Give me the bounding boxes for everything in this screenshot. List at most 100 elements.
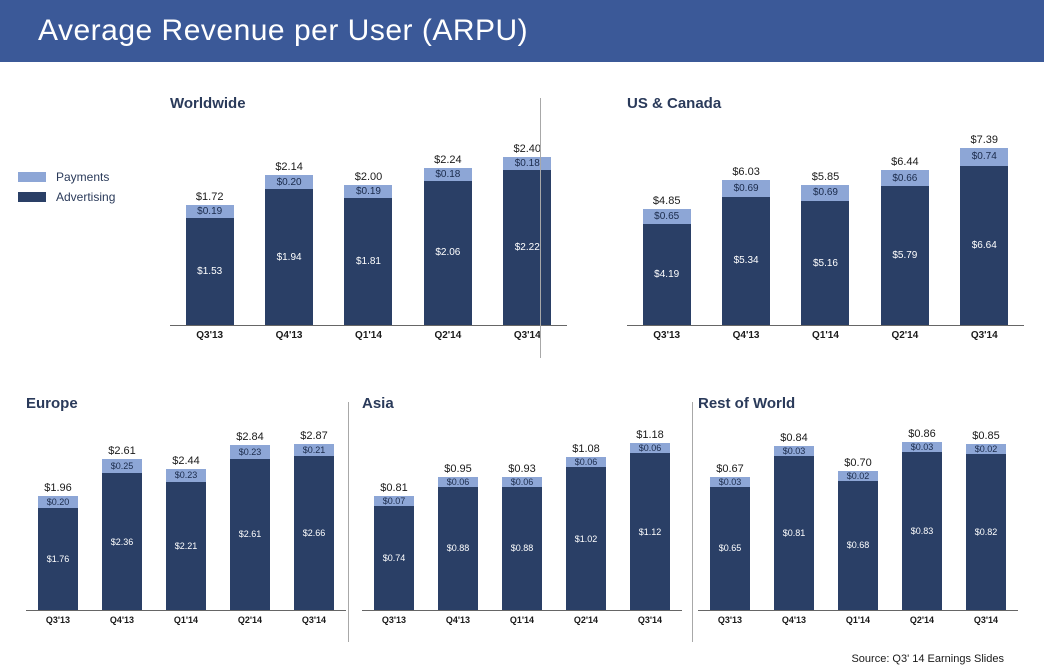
segment-advertising: $2.06: [424, 181, 472, 325]
total-label: $7.39: [970, 134, 998, 146]
chart-title-asia: Asia: [362, 395, 682, 412]
segment-advertising: $0.81: [774, 456, 814, 610]
segment-advertising: $1.12: [630, 453, 670, 610]
bar-europe-2: $2.44 $0.23$2.21: [166, 455, 206, 611]
x-axis-label: Q3'13: [186, 330, 234, 341]
total-label: $0.93: [508, 463, 536, 475]
segment-payments: $0.06: [630, 443, 670, 453]
bar-us_canada-3: $6.44$0.66$5.79: [881, 156, 929, 325]
segment-advertising: $1.02: [566, 467, 606, 610]
segment-advertising: $1.53: [186, 218, 234, 325]
segment-advertising: $5.16: [801, 201, 849, 325]
chart-area-asia: $0.81$0.07$0.74$0.95$0.06$0.88$0.93$0.06…: [362, 416, 682, 611]
bar-worldwide-1: $2.14$0.20$1.94: [265, 161, 313, 325]
x-axis-label: Q3'14: [966, 615, 1006, 625]
segment-payments: $0.65: [643, 209, 691, 225]
bar-asia-4: $1.18 $0.06$1.12: [630, 429, 670, 610]
segment-advertising: $4.19: [643, 224, 691, 325]
x-axis-label: Q1'14: [801, 330, 849, 341]
segment-advertising: $1.81: [344, 198, 392, 325]
bar-us_canada-4: $7.39$0.74$6.64: [960, 134, 1008, 325]
total-label: $0.81: [380, 482, 408, 494]
separator-vertical: [692, 402, 693, 642]
x-axis-label: Q3'13: [643, 330, 691, 341]
bar-europe-1: $2.61$0.25$2.36: [102, 445, 142, 610]
chart-area-us_canada: $4.85$0.65$4.19$6.03$0.69$5.34$5.85$0.69…: [627, 116, 1024, 326]
segment-advertising: $2.21: [166, 482, 206, 610]
segment-payments: $0.03: [902, 442, 942, 452]
x-axis-label: Q4'13: [438, 615, 478, 625]
segment-payments: $0.20: [265, 175, 313, 189]
bar-row-2: $0.70$0.02$0.68: [838, 457, 878, 610]
bar-row-0: $0.67$0.03$0.65: [710, 463, 750, 611]
segment-payments: $0.06: [502, 477, 542, 487]
segment-payments: $0.19: [186, 205, 234, 218]
segment-advertising: $0.65: [710, 487, 750, 611]
segment-payments: $0.03: [774, 446, 814, 456]
total-label: $2.44: [172, 455, 200, 467]
segment-payments: $0.18: [503, 157, 551, 170]
chart-title-us_canada: US & Canada: [627, 95, 1024, 112]
x-axis-label: Q2'14: [424, 330, 472, 341]
bar-europe-4: $2.87$0.21$2.66: [294, 430, 334, 610]
bar-us_canada-2: $5.85 $0.69$5.16: [801, 171, 849, 325]
bar-worldwide-4: $2.40$0.18$2.22: [503, 143, 551, 325]
x-axis-label: Q2'14: [881, 330, 929, 341]
x-axis-label: Q2'14: [230, 615, 270, 625]
total-label: $5.85: [812, 171, 840, 183]
x-axis-label: Q4'13: [102, 615, 142, 625]
segment-advertising: $0.83: [902, 452, 942, 610]
total-label: $0.85: [972, 430, 1000, 442]
segment-advertising: $5.79: [881, 186, 929, 325]
legend-swatch-advertising: [18, 192, 46, 202]
total-label: $6.03: [732, 166, 760, 178]
x-axis-label: Q3'14: [503, 330, 551, 341]
segment-advertising: $2.22: [503, 170, 551, 325]
x-axis-label: Q1'14: [344, 330, 392, 341]
segment-payments: $0.02: [966, 444, 1006, 454]
total-label: $1.18: [636, 429, 664, 441]
chart-area-row: $0.67$0.03$0.65$0.84$0.03$0.81$0.70$0.02…: [698, 416, 1018, 611]
segment-payments: $0.23: [166, 469, 206, 482]
segment-advertising: $1.94: [265, 189, 313, 325]
x-axis-label: Q3'13: [374, 615, 414, 625]
total-label: $1.72: [196, 191, 224, 203]
segment-advertising: $0.88: [438, 487, 478, 610]
segment-payments: $0.69: [722, 180, 770, 197]
legend-item-advertising: Advertising: [18, 190, 115, 204]
x-axis-label: Q1'14: [838, 615, 878, 625]
segment-payments: $0.06: [566, 457, 606, 467]
total-label: $0.86: [908, 428, 936, 440]
bar-row-3: $0.86 $0.03$0.83: [902, 428, 942, 610]
segment-payments: $0.20: [38, 496, 78, 508]
x-axis-label: Q3'14: [630, 615, 670, 625]
segment-advertising: $0.88: [502, 487, 542, 610]
legend: Payments Advertising: [18, 170, 115, 210]
total-label: $1.96: [44, 482, 72, 494]
total-label: $4.85: [653, 195, 681, 207]
total-label: $0.84: [780, 432, 808, 444]
x-axis-label: Q4'13: [774, 615, 814, 625]
segment-advertising: $1.76: [38, 508, 78, 610]
total-label: $6.44: [891, 156, 919, 168]
segment-payments: $0.21: [294, 444, 334, 456]
segment-payments: $0.25: [102, 459, 142, 474]
legend-swatch-payments: [18, 172, 46, 182]
bar-worldwide-0: $1.72 $0.19$1.53: [186, 191, 234, 325]
total-label: $0.95: [444, 463, 472, 475]
bar-europe-3: $2.84$0.23$2.61: [230, 431, 270, 610]
x-axis-label: Q4'13: [265, 330, 313, 341]
chart-area-europe: $1.96 $0.20$1.76 $2.61$0.25$2.36 $2.44 $0.23…: [26, 416, 346, 611]
page-title: Average Revenue per User (ARPU): [0, 0, 1044, 62]
segment-payments: $0.69: [801, 185, 849, 202]
segment-payments: $0.03: [710, 477, 750, 487]
legend-item-payments: Payments: [18, 170, 115, 184]
x-axis-label: Q4'13: [722, 330, 770, 341]
segment-advertising: $2.36: [102, 473, 142, 610]
segment-advertising: $6.64: [960, 166, 1008, 325]
x-axis-label: Q2'14: [902, 615, 942, 625]
segment-payments: $0.06: [438, 477, 478, 487]
legend-label-payments: Payments: [56, 170, 109, 184]
total-label: $2.87: [300, 430, 328, 442]
bar-asia-3: $1.08$0.06$1.02: [566, 443, 606, 610]
